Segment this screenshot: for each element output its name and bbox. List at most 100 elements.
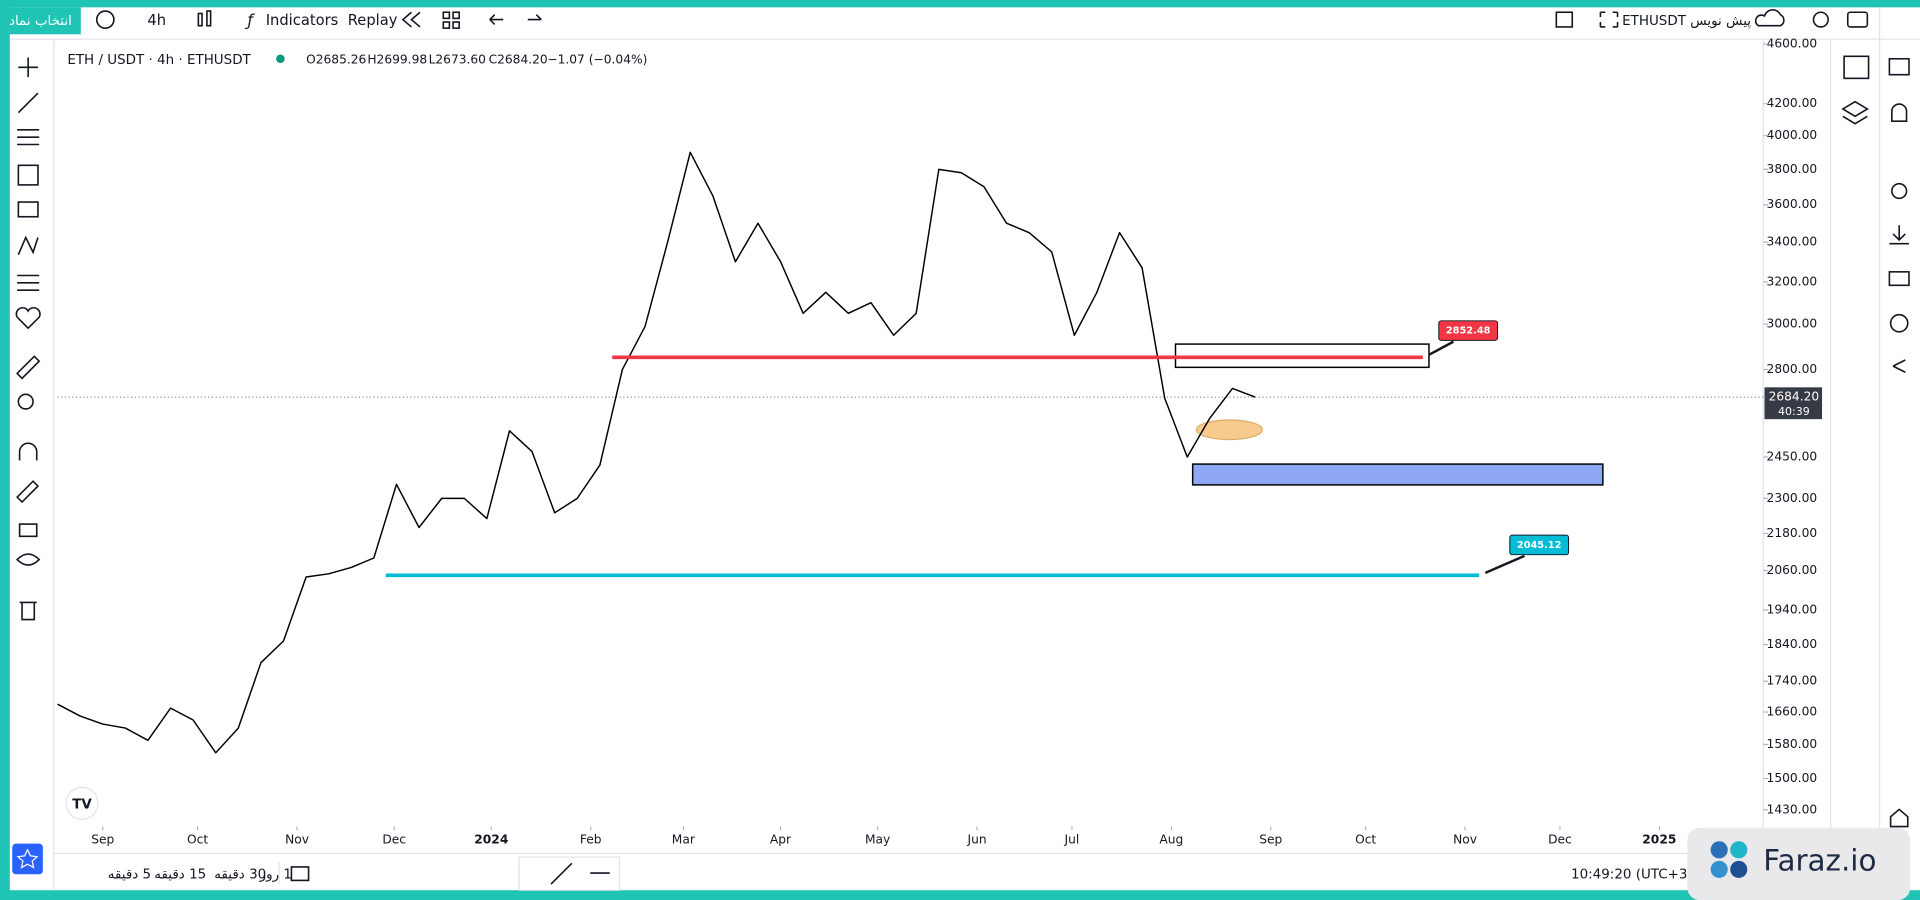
left-toolbar: [15, 57, 41, 621]
zoom-tool[interactable]: [17, 393, 34, 410]
share-icon[interactable]: [1892, 359, 1906, 373]
range-button[interactable]: 30 دقیقه: [214, 867, 266, 882]
x-tick-label: Feb: [580, 833, 602, 847]
y-tick-label: 3200.00: [1767, 274, 1818, 288]
x-tick-label: Oct: [187, 833, 208, 847]
y-tick-label: 2060.00: [1767, 563, 1818, 577]
range-button[interactable]: 1 روز: [259, 867, 292, 882]
x-tick-label: Oct: [1355, 833, 1376, 847]
cloud-icon[interactable]: [1754, 9, 1785, 27]
y-tick-label: 4200.00: [1767, 96, 1818, 110]
watermark: Faraz.io: [1763, 844, 1876, 878]
y-tick-label: 1740.00: [1767, 674, 1818, 688]
right-toolbar: [1841, 55, 1910, 828]
market-status-dot: [276, 54, 285, 64]
level-label: 2045.12: [1517, 540, 1562, 551]
x-tick-label: Nov: [285, 833, 309, 847]
y-tick-label: 1430.00: [1767, 802, 1818, 816]
symbol-name[interactable]: ETHUSDT پیش نویس: [1622, 14, 1751, 29]
ohlc-legend: O2685.26 H2699.98 L2673.60 C2684.20 −1.07 (−…: [306, 53, 647, 67]
y-tick-label: 2300.00: [1767, 491, 1818, 505]
indicators-button[interactable]: Indicators: [266, 12, 339, 29]
lock-tool[interactable]: [18, 523, 38, 538]
download-icon[interactable]: [1889, 225, 1909, 245]
y-tick-label: 2180.00: [1767, 526, 1818, 540]
interval-button[interactable]: 4h: [147, 12, 166, 29]
range-button[interactable]: 5 دقیقه: [108, 867, 151, 882]
symbol-button[interactable]: انتخاب نماد: [9, 14, 72, 29]
hide-tool[interactable]: [16, 553, 41, 566]
tv-logo: TV: [72, 797, 92, 812]
float-line-tool[interactable]: [550, 862, 573, 885]
draw-mode-tool[interactable]: [16, 480, 40, 504]
delete-tool[interactable]: [19, 601, 37, 621]
crosshair-tool[interactable]: [18, 57, 38, 78]
badge-pointer: [1428, 340, 1455, 356]
layers-icon[interactable]: [1841, 100, 1869, 125]
card-icon[interactable]: [1888, 271, 1910, 287]
chart-type-icon[interactable]: [197, 10, 212, 27]
symbol-button-bg[interactable]: [0, 7, 81, 35]
fib-tool[interactable]: [17, 129, 40, 146]
account-icon[interactable]: [1889, 313, 1909, 333]
x-tick-label: Dec: [1548, 833, 1572, 847]
x-tick-label: Aug: [1159, 833, 1183, 847]
star-button[interactable]: [12, 843, 43, 875]
favorites-tool[interactable]: [15, 307, 41, 330]
level-badge: [1509, 534, 1570, 556]
ohlc-value: L2673.60: [429, 53, 486, 67]
y-tick-label: 1500.00: [1767, 771, 1818, 785]
magnet-tool[interactable]: [18, 442, 38, 461]
undo-icon[interactable]: [489, 14, 504, 26]
redo-icon[interactable]: [527, 14, 542, 21]
y-tick-label: 3000.00: [1767, 317, 1818, 331]
home-icon[interactable]: [1889, 808, 1909, 828]
line-tool[interactable]: [17, 92, 39, 114]
pattern-tool[interactable]: [17, 235, 39, 256]
add-symbol-icon[interactable]: [95, 10, 115, 29]
ohlc-value: H2699.98: [367, 53, 427, 67]
ruler-tool[interactable]: [16, 355, 41, 380]
monitor-icon[interactable]: [1888, 57, 1910, 76]
indicators-icon[interactable]: ƒ: [244, 10, 255, 29]
y-tick-label: 3600.00: [1767, 197, 1818, 211]
prediction-tool[interactable]: [17, 274, 40, 291]
x-tick-label: Jun: [966, 833, 986, 847]
range-button[interactable]: 15 دقیقه: [154, 867, 206, 882]
x-tick-label: 2024: [474, 833, 508, 847]
layout-icon[interactable]: [442, 11, 460, 29]
watermark-logo: [1710, 841, 1748, 878]
fullscreen-icon[interactable]: [1599, 11, 1619, 28]
window: [9, 7, 1920, 891]
watchlist-icon[interactable]: [1843, 55, 1870, 80]
replay-button[interactable]: Replay: [348, 12, 398, 29]
settings-icon[interactable]: [1812, 11, 1829, 28]
settings-side-icon[interactable]: [1891, 182, 1908, 200]
y-tick-label: 4600.00: [1767, 37, 1818, 51]
date-range-icon[interactable]: [290, 866, 310, 882]
x-tick-label: Dec: [382, 833, 406, 847]
x-tick-label: Sep: [91, 833, 114, 847]
y-tick-label: 1840.00: [1767, 637, 1818, 651]
replay-icon[interactable]: [401, 11, 421, 28]
y-tick-label: 3800.00: [1767, 162, 1818, 176]
x-tick-label: May: [865, 833, 890, 847]
y-tick-label: 2450.00: [1767, 449, 1818, 463]
fullscreen-box-icon[interactable]: [1555, 11, 1574, 28]
x-tick-label: Mar: [672, 833, 696, 847]
alert-icon[interactable]: [1891, 103, 1908, 123]
x-tick-label: 2025: [1642, 833, 1676, 847]
camera-icon[interactable]: [1846, 11, 1869, 28]
text-tool[interactable]: [17, 201, 39, 218]
demand-zone: [1191, 463, 1604, 486]
x-tick-label: Apr: [770, 833, 792, 847]
countdown-label: 40:39: [1778, 405, 1810, 418]
support-ellipse: [1195, 419, 1264, 441]
last-price-badge: [1764, 387, 1823, 420]
last-price-label: 2684.20: [1769, 390, 1820, 404]
shape-tool[interactable]: [17, 164, 39, 186]
x-tick-label: Sep: [1259, 833, 1282, 847]
plot-layer: 2852.48 2045.12: [57, 151, 1604, 754]
